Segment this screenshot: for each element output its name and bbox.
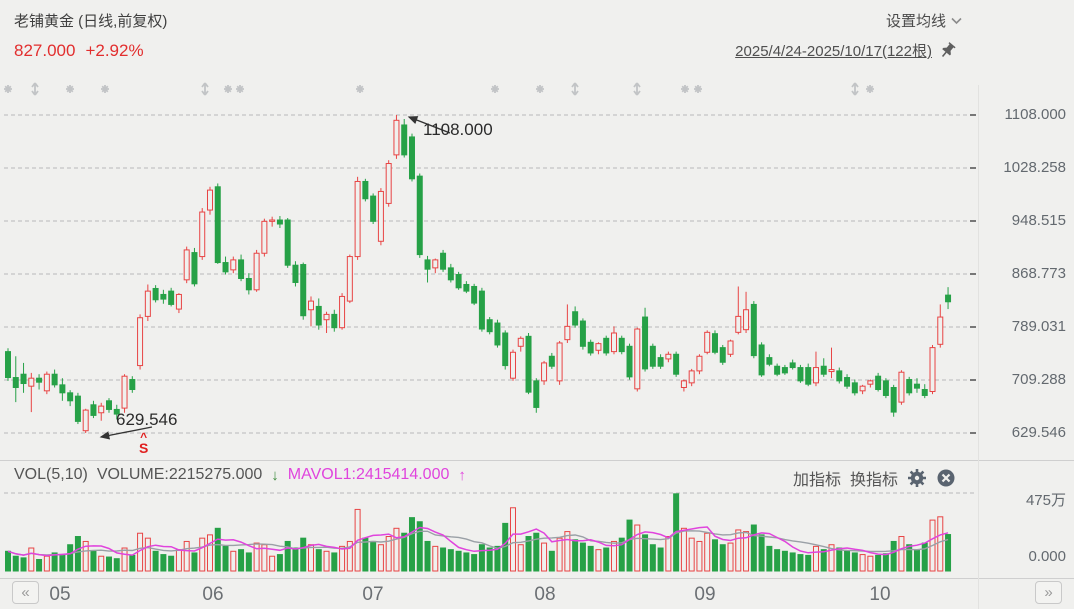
volume-axis-min-label: 0.000: [1028, 548, 1066, 565]
price-axis-label: 948.515: [1011, 212, 1066, 229]
date-range-row: 2025/4/24-2025/10/17(122根): [735, 40, 958, 61]
time-axis-divider: [0, 578, 1074, 579]
close-icon[interactable]: [936, 468, 956, 488]
volume-pane-tools: 加指标 换指标: [793, 466, 956, 490]
price-axis-label: 789.031: [1011, 318, 1066, 335]
gear-icon[interactable]: [907, 468, 927, 488]
high-point-label: 1108.000: [423, 120, 493, 139]
right-axis-divider: [978, 85, 979, 609]
month-label: 10: [869, 584, 891, 605]
instrument-title: 老铺黄金 (日线,前复权): [14, 13, 168, 30]
pan-left-button[interactable]: «: [12, 581, 39, 604]
price-axis-label: 868.773: [1011, 265, 1066, 282]
mavol1-value: MAVOL1:2415414.000: [287, 466, 450, 483]
mavol1-up-arrow-icon: ↑: [458, 466, 466, 484]
quote-row: 827.000 +2.92%: [14, 41, 144, 61]
ma-setting-button[interactable]: 设置均线: [886, 10, 962, 31]
month-label: 05: [49, 584, 71, 605]
month-label: 09: [694, 584, 716, 605]
volume-indicator-header: VOL(5,10) VOLUME:2215275.000 ↓ MAVOL1:24…: [14, 466, 466, 484]
volume-axis-max-label: 475万: [1025, 492, 1066, 509]
last-price: 827.000: [14, 41, 76, 60]
month-label: 08: [534, 584, 556, 605]
pan-right-button[interactable]: »: [1035, 581, 1062, 604]
chevron-down-icon: [951, 17, 962, 24]
switch-indicator-button[interactable]: 换指标: [849, 472, 898, 489]
date-range-link[interactable]: 2025/4/24-2025/10/17(122根): [735, 43, 932, 60]
add-indicator-button[interactable]: 加指标: [792, 472, 841, 489]
change-percent: +2.92%: [85, 41, 144, 60]
low-point-label: 629.546: [116, 410, 178, 429]
month-label: 06: [202, 584, 224, 605]
pane-divider: [0, 460, 1074, 461]
ex-rights-marker[interactable]: ^ S: [139, 430, 149, 456]
price-axis-label: 629.546: [1011, 424, 1066, 441]
volume-down-arrow-icon: ↓: [271, 466, 279, 484]
price-axis-label: 1108.000: [1004, 106, 1066, 123]
month-label: 07: [362, 584, 384, 605]
volume-value: VOLUME:2215275.000: [96, 466, 263, 483]
vol-params: VOL(5,10): [14, 466, 88, 483]
price-axis-label: 709.288: [1011, 371, 1066, 388]
price-axis-label: 1028.258: [1003, 159, 1066, 176]
pin-icon[interactable]: [939, 41, 958, 60]
